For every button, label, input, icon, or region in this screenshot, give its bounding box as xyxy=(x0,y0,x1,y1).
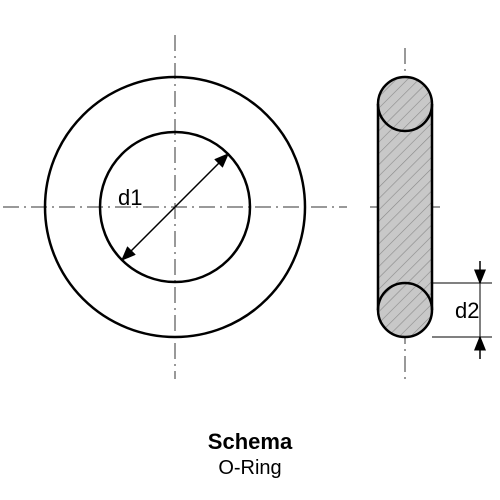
technical-drawing-svg xyxy=(0,0,500,500)
side-view xyxy=(370,48,492,379)
section-body xyxy=(378,104,432,310)
d1-label: d1 xyxy=(118,185,142,211)
diagram-subtitle: O-Ring xyxy=(0,457,500,480)
section-top-circle xyxy=(378,77,432,131)
front-view xyxy=(3,35,347,379)
section-bottom-circle xyxy=(378,283,432,337)
diagram-title: Schema xyxy=(0,429,500,455)
d2-label: d2 xyxy=(455,298,479,324)
oring-schema-diagram: d1 d2 Schema O-Ring xyxy=(0,0,500,500)
